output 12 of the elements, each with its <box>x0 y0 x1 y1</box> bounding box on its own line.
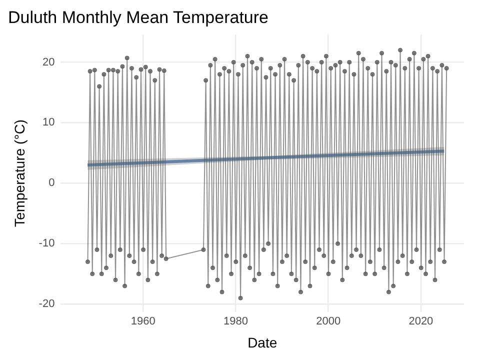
x-tick-label: 1980 <box>223 316 248 328</box>
y-tick-label: 10 <box>42 116 55 129</box>
y-tick-label: -10 <box>38 238 55 250</box>
x-tick-label: 2020 <box>408 316 434 328</box>
x-tick-label: 2000 <box>316 316 341 328</box>
y-axis-title: Temperature (°C) <box>11 119 28 227</box>
y-tick-label: -20 <box>38 298 55 310</box>
y-tick-label: 0 <box>48 177 55 190</box>
x-axis-title: Date <box>248 334 278 350</box>
y-tick-label: 20 <box>42 56 55 68</box>
x-tick-label: 1960 <box>130 316 156 328</box>
chart-title: Duluth Monthly Mean Temperature <box>8 8 268 27</box>
